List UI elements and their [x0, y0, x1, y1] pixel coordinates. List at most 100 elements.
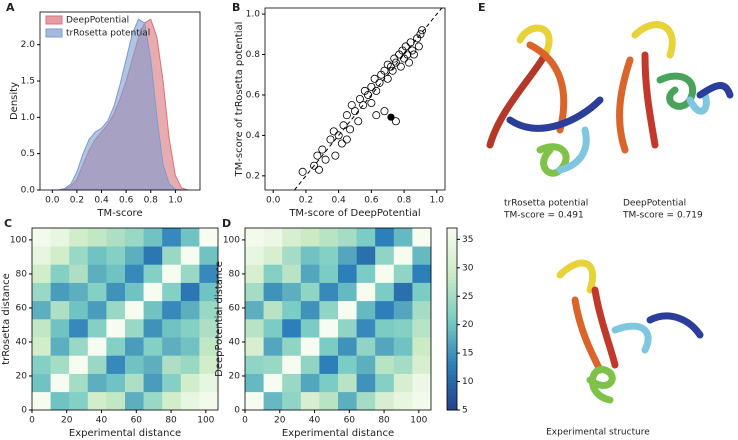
- heat-cell: [69, 282, 89, 302]
- heat-cell: [125, 355, 144, 374]
- y-tick-label: 20: [16, 371, 28, 381]
- heat-cell: [199, 337, 219, 356]
- panel: D 5 10 15 20 25 30 35 0 20 40 60 80 100 0 20 40 60 80 100 Ex…: [214, 217, 474, 439]
- heat-cell: [50, 319, 70, 338]
- colorbar-step: [447, 264, 457, 268]
- heat-cell: [282, 355, 302, 374]
- heat-cell: [356, 228, 376, 247]
- point: [383, 74, 392, 83]
- heat-cell: [199, 391, 219, 411]
- heat-cell: [356, 391, 376, 411]
- colorbar-step: [447, 285, 457, 290]
- heat-cell: [180, 391, 200, 411]
- point: [409, 50, 418, 59]
- heat-cell: [199, 355, 219, 374]
- x-tick-label: 0.4: [94, 196, 109, 206]
- x-tick-label: 0.8: [144, 196, 159, 206]
- heat-cell: [412, 282, 432, 302]
- heat-cell: [69, 264, 89, 283]
- heat-cell: [245, 319, 264, 338]
- heat-cell: [245, 228, 264, 247]
- y-tick-label: 60: [16, 303, 28, 313]
- heat-cell: [87, 300, 107, 320]
- heat-cell: [143, 373, 163, 393]
- heat-cell: [199, 373, 219, 393]
- x-tick-label: 0.6: [364, 196, 379, 206]
- heat-cell: [412, 264, 432, 283]
- heat-cell: [338, 228, 357, 247]
- heat-cell: [375, 282, 395, 302]
- colorbar-step: [447, 291, 457, 296]
- heat-cell: [412, 391, 432, 411]
- heat-cell: [50, 391, 70, 411]
- heat-cell: [319, 391, 339, 411]
- y-tick-label: 1.5: [21, 77, 35, 87]
- heat-cell: [143, 391, 163, 411]
- y-axis-label: Density: [9, 82, 20, 120]
- colorbar-step: [447, 331, 457, 335]
- y-axis-label: TM-score of trRosetta potential: [234, 22, 245, 178]
- colorbar-tick-label: 25: [462, 292, 473, 302]
- panel-label: B: [232, 1, 240, 14]
- colorbar-step: [447, 246, 457, 250]
- heat-cell: [125, 391, 144, 411]
- x-tick-label: 0.6: [119, 196, 134, 206]
- colorbar-step: [447, 337, 457, 341]
- colorbar-step: [447, 334, 457, 338]
- heat-cell: [50, 246, 70, 265]
- heat-cell: [87, 282, 107, 302]
- colorbar-step: [447, 276, 457, 281]
- heat-cell: [245, 282, 264, 302]
- heat-cell: [412, 319, 432, 338]
- point: [391, 117, 400, 126]
- heat-cell: [282, 337, 302, 356]
- heat-cell: [106, 337, 126, 356]
- colorbar-step: [447, 261, 457, 265]
- heat-cell: [162, 246, 182, 265]
- heat-cell: [282, 391, 302, 411]
- heat-cell: [375, 300, 395, 320]
- y-tick-label: 0: [234, 406, 240, 416]
- heat-cell: [125, 282, 144, 302]
- x-tick-label: 0.2: [299, 196, 313, 206]
- heat-cell: [338, 373, 357, 393]
- heat-cell: [180, 264, 200, 283]
- heat-cell: [32, 319, 51, 338]
- heat-cell: [180, 282, 200, 302]
- caption: TM-score = 0.491: [503, 211, 584, 221]
- heat-cell: [162, 264, 182, 283]
- heat-cell: [162, 282, 182, 302]
- colorbar-step: [447, 258, 457, 262]
- heat-cell: [32, 264, 51, 283]
- y-axis-label: DeepPotential distance: [214, 261, 225, 377]
- heat-cell: [69, 319, 89, 338]
- heat-cell: [338, 337, 357, 356]
- heat-cell: [319, 228, 339, 247]
- axes-frame: [39, 11, 201, 191]
- colorbar-step: [447, 288, 457, 293]
- colorbar-step: [447, 231, 457, 235]
- heat-cell: [338, 264, 357, 283]
- y-tick-label: 0.0: [21, 186, 36, 196]
- heat-cell: [87, 355, 107, 374]
- legend-swatch: [45, 15, 63, 25]
- density-area: [52, 18, 188, 191]
- colorbar-step: [447, 382, 457, 387]
- heat-cell: [106, 355, 126, 374]
- heat-cell: [375, 246, 395, 265]
- colorbar-step: [447, 379, 457, 384]
- y-tick-label: 60: [229, 303, 241, 313]
- heat-cell: [245, 373, 264, 393]
- heat-cell: [143, 337, 163, 356]
- heat-cell: [87, 228, 107, 247]
- heat-cell: [143, 319, 163, 338]
- x-axis-label: TM-score: [96, 208, 142, 219]
- heat-cell: [356, 300, 376, 320]
- point: [355, 95, 364, 104]
- heat-cell: [180, 319, 200, 338]
- y-tick-label: 0.8: [246, 50, 261, 60]
- heat-cell: [143, 282, 163, 302]
- x-tick-label: 40: [309, 416, 321, 426]
- point: [346, 125, 355, 134]
